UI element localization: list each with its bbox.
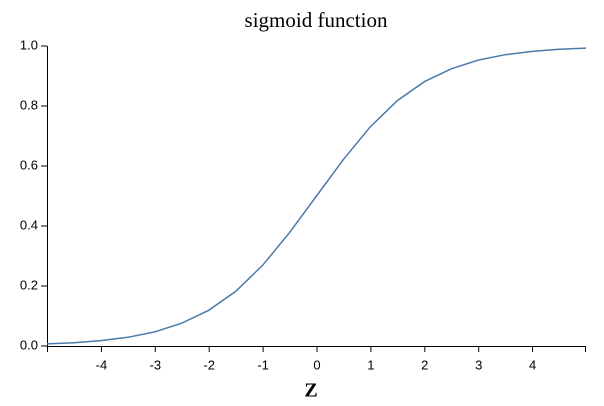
x-tick-label: -1 (257, 357, 269, 372)
y-tick-label: 1.0 (20, 37, 38, 52)
chart-title: sigmoid function (245, 8, 388, 32)
y-tick-label: 0.8 (20, 97, 38, 112)
x-tick-label: -4 (96, 357, 108, 372)
y-tick-label: 0.4 (20, 217, 38, 232)
x-tick-label: 2 (421, 357, 428, 372)
sigmoid-line (46, 47, 587, 345)
y-tick-label: 0.6 (20, 157, 38, 172)
y-tick-label: 0.0 (20, 337, 38, 352)
x-tick-label: -3 (150, 357, 162, 372)
y-tick-label: 0.2 (20, 277, 38, 292)
x-tick-label: 1 (367, 357, 374, 372)
x-tick-label: 3 (475, 357, 482, 372)
x-axis-label: Z (304, 380, 317, 402)
x-tick-label: -2 (203, 357, 215, 372)
x-tick-label: 0 (313, 357, 320, 372)
x-tick-label: 4 (529, 357, 536, 372)
